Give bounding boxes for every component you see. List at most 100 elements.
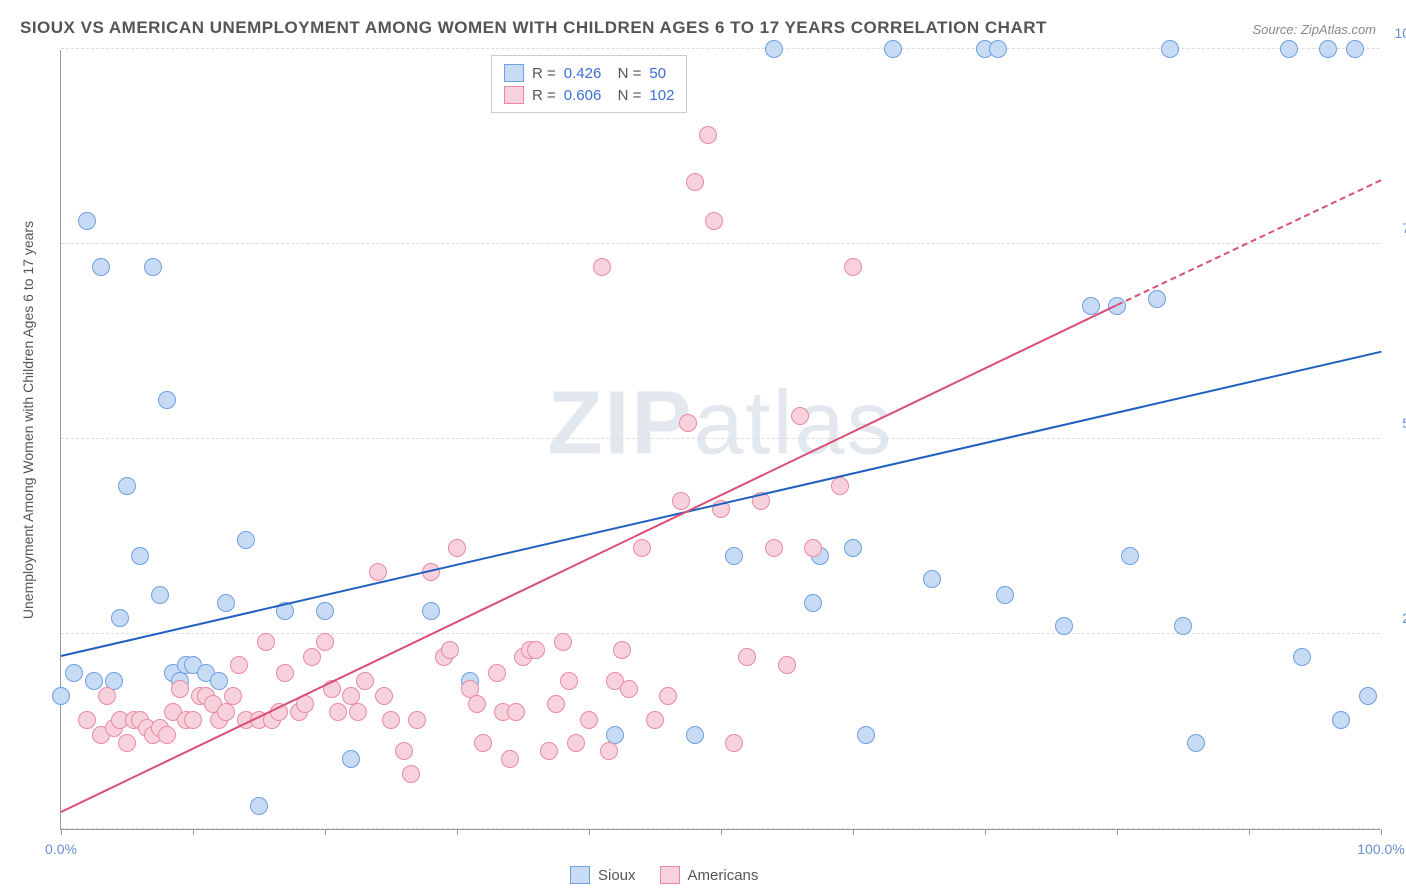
plot-area: ZIPatlas R = 0.426 N = 50R = 0.606 N = 1… <box>60 50 1380 830</box>
scatter-point <box>448 539 466 557</box>
legend-swatch <box>504 64 524 82</box>
scatter-point <box>276 664 294 682</box>
scatter-point <box>593 258 611 276</box>
gridline <box>61 48 1380 49</box>
scatter-point <box>349 703 367 721</box>
x-tick <box>325 829 326 835</box>
legend-swatch <box>660 866 680 884</box>
scatter-point <box>804 539 822 557</box>
scatter-point <box>725 547 743 565</box>
scatter-point <box>118 734 136 752</box>
stat-r-value: 0.426 <box>564 65 602 82</box>
stat-r-label: R = <box>532 65 556 82</box>
legend-label: Americans <box>688 867 759 884</box>
scatter-point <box>547 695 565 713</box>
scatter-point <box>1359 687 1377 705</box>
scatter-point <box>468 695 486 713</box>
scatter-point <box>408 711 426 729</box>
scatter-point <box>230 656 248 674</box>
scatter-point <box>118 477 136 495</box>
scatter-point <box>158 726 176 744</box>
scatter-point <box>1280 40 1298 58</box>
x-tick-label: 100.0% <box>1357 841 1404 857</box>
scatter-point <box>369 563 387 581</box>
scatter-point <box>580 711 598 729</box>
scatter-point <box>1161 40 1179 58</box>
scatter-point <box>52 687 70 705</box>
trend-line <box>61 305 1118 814</box>
stat-n-value: 50 <box>649 65 666 82</box>
x-tick <box>853 829 854 835</box>
scatter-point <box>158 391 176 409</box>
watermark: ZIPatlas <box>547 372 893 475</box>
scatter-point <box>672 492 690 510</box>
scatter-point <box>1332 711 1350 729</box>
y-axis-label: Unemployment Among Women with Children A… <box>20 221 36 619</box>
scatter-point <box>659 687 677 705</box>
x-tick <box>985 829 986 835</box>
scatter-point <box>111 609 129 627</box>
scatter-point <box>857 726 875 744</box>
scatter-point <box>1055 617 1073 635</box>
scatter-point <box>92 258 110 276</box>
legend-swatch <box>504 86 524 104</box>
scatter-point <box>501 750 519 768</box>
scatter-point <box>844 539 862 557</box>
scatter-point <box>224 687 242 705</box>
stats-legend-row: R = 0.606 N = 102 <box>504 84 674 106</box>
scatter-point <box>316 633 334 651</box>
scatter-point <box>85 672 103 690</box>
scatter-point <box>705 212 723 230</box>
scatter-point <box>791 407 809 425</box>
scatter-point <box>507 703 525 721</box>
scatter-point <box>1174 617 1192 635</box>
scatter-point <box>441 641 459 659</box>
scatter-point <box>996 586 1014 604</box>
scatter-point <box>316 602 334 620</box>
x-tick <box>1249 829 1250 835</box>
scatter-point <box>1293 648 1311 666</box>
scatter-point <box>527 641 545 659</box>
scatter-point <box>620 680 638 698</box>
scatter-point <box>382 711 400 729</box>
y-tick-label: 75.0% <box>1387 220 1406 236</box>
x-tick <box>457 829 458 835</box>
scatter-point <box>144 258 162 276</box>
scatter-point <box>699 126 717 144</box>
scatter-point <box>250 797 268 815</box>
x-tick <box>1117 829 1118 835</box>
scatter-point <box>600 742 618 760</box>
scatter-point <box>1346 40 1364 58</box>
y-tick-label: 100.0% <box>1387 25 1406 41</box>
scatter-point <box>217 594 235 612</box>
scatter-point <box>184 711 202 729</box>
series-legend: Sioux Americans <box>570 866 758 884</box>
scatter-point <box>131 547 149 565</box>
legend-label: Sioux <box>598 867 636 884</box>
scatter-point <box>560 672 578 690</box>
gridline <box>61 438 1380 439</box>
y-tick-label: 25.0% <box>1387 610 1406 626</box>
scatter-point <box>765 539 783 557</box>
scatter-point <box>98 687 116 705</box>
scatter-point <box>633 539 651 557</box>
scatter-point <box>78 711 96 729</box>
scatter-point <box>923 570 941 588</box>
scatter-point <box>151 586 169 604</box>
scatter-point <box>171 680 189 698</box>
scatter-point <box>1148 290 1166 308</box>
scatter-point <box>1121 547 1139 565</box>
scatter-point <box>831 477 849 495</box>
scatter-point <box>303 648 321 666</box>
scatter-point <box>765 40 783 58</box>
scatter-point <box>217 703 235 721</box>
gridline <box>61 243 1380 244</box>
scatter-point <box>613 641 631 659</box>
scatter-point <box>646 711 664 729</box>
y-tick-label: 50.0% <box>1387 415 1406 431</box>
x-tick-label: 0.0% <box>45 841 77 857</box>
scatter-point <box>679 414 697 432</box>
stat-n-label: N = <box>609 87 641 104</box>
stats-legend-row: R = 0.426 N = 50 <box>504 62 674 84</box>
stat-r-value: 0.606 <box>564 87 602 104</box>
